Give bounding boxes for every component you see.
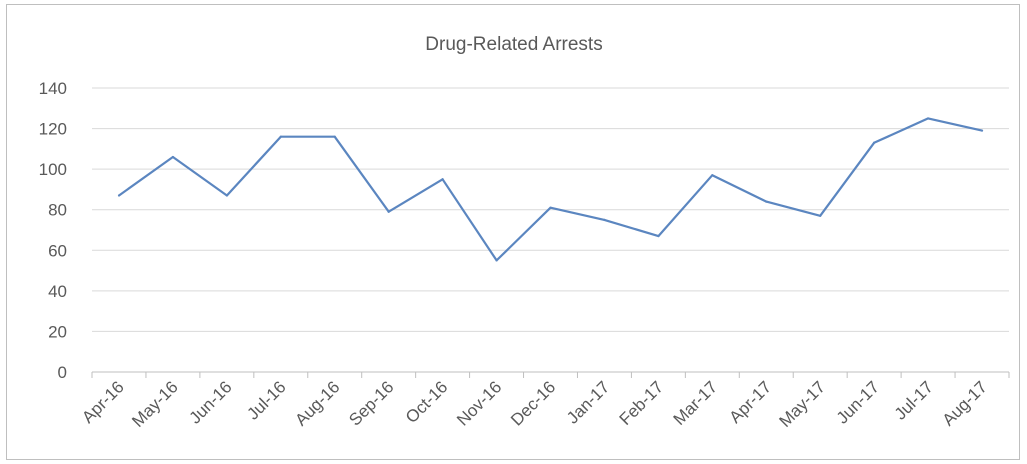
x-tick-label: May-16: [128, 377, 182, 431]
data-point: [387, 210, 390, 213]
x-tick-label: Oct-16: [402, 377, 452, 427]
gridlines: [92, 87, 1009, 332]
data-point: [441, 178, 444, 181]
y-tick-label: 60: [48, 241, 67, 260]
y-tick-label: 100: [39, 160, 67, 179]
y-tick-label: 80: [48, 201, 67, 220]
x-tick-label: Jul-16: [243, 377, 289, 423]
x-tick-label: Apr-17: [726, 377, 776, 427]
x-tick-label: Jul-17: [891, 377, 937, 423]
data-point: [873, 141, 876, 144]
data-point: [980, 129, 984, 132]
chart-title: Drug-Related Arrests: [425, 34, 602, 55]
x-tick-label: Nov-16: [453, 377, 505, 429]
y-tick-label: 40: [48, 282, 67, 301]
x-tick-label: May-17: [776, 377, 830, 431]
x-tick-label: Jun-16: [185, 377, 235, 427]
data-point: [657, 234, 660, 238]
series-layer: [117, 117, 984, 262]
x-axis-labels: Apr-16 May-16 Jun-16 Jul-16 Aug-16 Sep-16 Oct-…: [78, 377, 991, 431]
data-point: [926, 117, 930, 120]
x-tick-label: Dec-16: [507, 377, 559, 429]
data-point: [279, 135, 282, 138]
data-point: [603, 218, 606, 221]
y-tick-label: 140: [39, 79, 67, 98]
y-tick-label: 120: [39, 120, 67, 139]
data-point: [117, 194, 121, 197]
data-point: [171, 155, 175, 159]
data-point: [819, 214, 822, 217]
data-point: [711, 174, 714, 177]
data-point: [225, 194, 228, 197]
x-tick-label: Mar-17: [670, 377, 722, 429]
x-tick-label: Apr-16: [78, 377, 128, 427]
x-tick-label: Aug-17: [939, 377, 991, 429]
data-point: [495, 259, 498, 262]
data-point: [333, 135, 336, 138]
x-axis: [91, 371, 1010, 378]
y-axis-labels: 0 20 40 60 80 100 120 140: [39, 79, 67, 382]
data-point: [765, 200, 768, 203]
series-line: [118, 117, 983, 262]
chart-frame: [6, 4, 1020, 460]
x-tick-label: Jun-17: [833, 377, 883, 427]
y-tick-label: 20: [48, 322, 67, 341]
x-tick-label: Feb-17: [616, 377, 668, 429]
x-tick-label: Jan-17: [563, 377, 613, 427]
data-point: [549, 206, 552, 209]
y-tick-label: 0: [58, 363, 67, 382]
x-tick-label: Sep-16: [345, 377, 397, 429]
x-tick-label: Aug-16: [291, 377, 343, 429]
